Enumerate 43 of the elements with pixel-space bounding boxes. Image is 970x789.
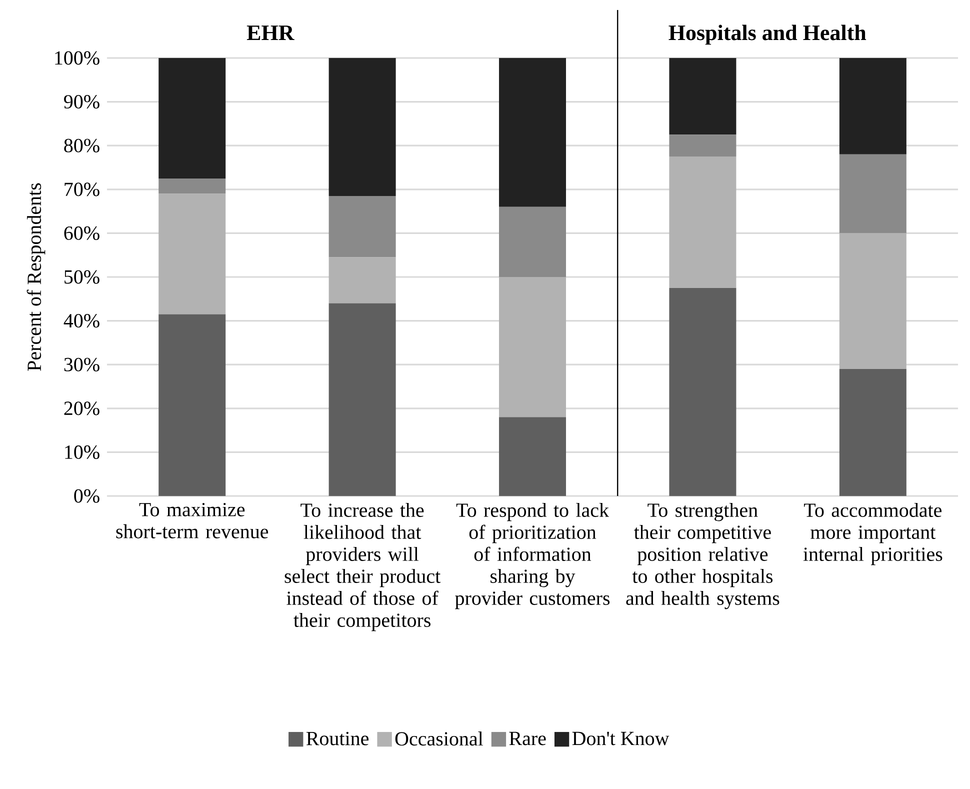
chart-title: EHR bbox=[246, 26, 294, 40]
chart-title: Hospitals and Health bbox=[668, 24, 866, 45]
bar bbox=[158, 178, 226, 194]
y-tick-label: 40% bbox=[64, 314, 100, 328]
y-tick-label: 90% bbox=[64, 95, 100, 109]
x-tick-label: To increase the likelihood that providers will select their product instead of those of their competitors bbox=[284, 502, 440, 632]
bar bbox=[328, 196, 396, 258]
y-tick-label: 70% bbox=[64, 182, 100, 196]
bar bbox=[669, 134, 736, 157]
legend-label: Routine bbox=[306, 732, 369, 746]
bar bbox=[839, 368, 906, 496]
x-tick-label: To maximize short-term revenue bbox=[116, 502, 268, 538]
y-tick-label: 80% bbox=[64, 138, 100, 152]
y-axis-title: Percent of Respondents bbox=[26, 183, 46, 371]
x-tick-label: To strengthen their competitive position relative to other hospitals and health systems bbox=[626, 502, 780, 610]
bar bbox=[669, 288, 736, 496]
y-tick-label: 20% bbox=[64, 402, 100, 416]
legend-label: Rare bbox=[509, 732, 546, 746]
bar bbox=[158, 194, 226, 314]
bar bbox=[158, 314, 226, 496]
y-tick-label: 100% bbox=[55, 51, 100, 65]
bar bbox=[499, 58, 566, 207]
bar bbox=[839, 58, 906, 154]
bar bbox=[328, 257, 396, 304]
bar bbox=[499, 277, 566, 418]
y-tick-label: 50% bbox=[64, 270, 100, 284]
bar bbox=[328, 58, 396, 196]
y-tick-label: 30% bbox=[64, 358, 100, 372]
y-tick-label: 0% bbox=[74, 489, 100, 503]
bar bbox=[839, 233, 906, 369]
bar bbox=[669, 156, 736, 288]
bar bbox=[158, 58, 226, 178]
bar bbox=[499, 206, 566, 277]
legend-label: Occasional bbox=[395, 732, 483, 746]
x-tick-label: To respond to lack of prioritization of information sharing by provider customers bbox=[455, 502, 610, 610]
y-tick-label: 10% bbox=[65, 445, 100, 459]
y-tick-label: 60% bbox=[64, 226, 100, 240]
bar bbox=[499, 417, 566, 496]
bar bbox=[839, 154, 906, 234]
bar bbox=[669, 58, 736, 135]
bar bbox=[328, 303, 396, 496]
legend-label: Don't Know bbox=[572, 732, 670, 746]
x-tick-label: To accommodate more important internal priorities bbox=[803, 502, 942, 566]
